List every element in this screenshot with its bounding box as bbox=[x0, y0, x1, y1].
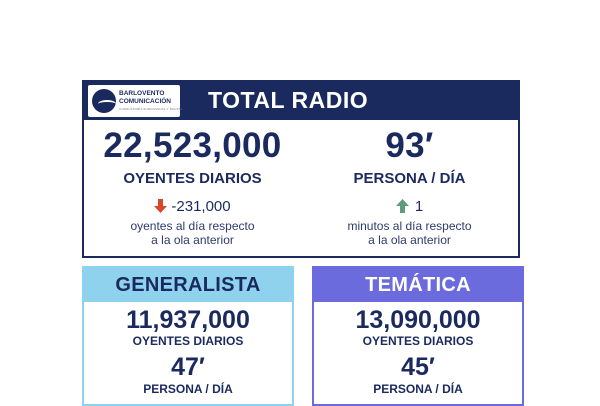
total-listeners-delta-note-1: oyentes al día respecto bbox=[130, 219, 255, 233]
generalista-listeners-value: 11,937,000 bbox=[126, 306, 250, 334]
total-minutes-column: 93′ PERSONA / DÍA 1 minutos al día respe… bbox=[301, 126, 518, 247]
generalista-minutes-value: 47′ bbox=[171, 353, 205, 381]
total-minutes-delta-note-1: minutos al día respecto bbox=[347, 219, 472, 233]
total-radio-header: BARLOVENTO COMUNICACIÓN CONSULTORÍA AUDI… bbox=[84, 82, 518, 120]
total-listeners-label: OYENTES DIARIOS bbox=[123, 170, 262, 187]
total-radio-card: BARLOVENTO COMUNICACIÓN CONSULTORÍA AUDI… bbox=[82, 80, 520, 258]
total-minutes-delta-row: 1 bbox=[301, 198, 518, 216]
generalista-body: 11,937,000 OYENTES DIARIOS 47′ PERSONA /… bbox=[84, 306, 292, 396]
logo-line-1: BARLOVENTO bbox=[119, 90, 165, 97]
arrow-down-icon bbox=[154, 199, 168, 213]
total-minutes-label: PERSONA / DÍA bbox=[353, 170, 466, 187]
generalista-card: GENERALISTA 11,937,000 OYENTES DIARIOS 4… bbox=[82, 266, 294, 406]
total-minutes-value: 93′ bbox=[385, 126, 434, 165]
total-listeners-value: 22,523,000 bbox=[103, 126, 282, 165]
tematica-minutes-value: 45′ bbox=[401, 353, 435, 381]
total-listeners-delta-note-2: a la ola anterior bbox=[151, 233, 234, 247]
barlovento-logo-icon bbox=[92, 89, 116, 113]
tematica-card: TEMÁTICA 13,090,000 OYENTES DIARIOS 45′ … bbox=[312, 266, 524, 406]
tematica-listeners-label: OYENTES DIARIOS bbox=[362, 334, 474, 348]
generalista-listeners-label: OYENTES DIARIOS bbox=[132, 334, 244, 348]
generalista-title: GENERALISTA bbox=[115, 274, 261, 296]
total-radio-title: TOTAL RADIO bbox=[208, 87, 369, 113]
logo-line-2: COMUNICACIÓN bbox=[119, 97, 171, 105]
tematica-minutes-label: PERSONA / DÍA bbox=[373, 382, 463, 396]
tematica-title: TEMÁTICA bbox=[365, 274, 471, 296]
total-minutes-delta: 1 bbox=[414, 198, 424, 215]
brand-logo: BARLOVENTO COMUNICACIÓN CONSULTORÍA AUDI… bbox=[88, 85, 183, 117]
tematica-header: TEMÁTICA bbox=[314, 268, 522, 302]
generalista-header: GENERALISTA bbox=[84, 268, 292, 302]
total-listeners-column: 22,523,000 OYENTES DIARIOS -231,000 oyen… bbox=[84, 126, 301, 247]
total-listeners-delta-row: -231,000 bbox=[84, 198, 301, 216]
logo-tagline: CONSULTORÍA AUDIOVISUAL Y DIGITAL bbox=[119, 107, 183, 111]
arrow-up-icon bbox=[395, 199, 409, 213]
tematica-listeners-value: 13,090,000 bbox=[355, 306, 481, 334]
generalista-minutes-label: PERSONA / DÍA bbox=[143, 382, 233, 396]
tematica-body: 13,090,000 OYENTES DIARIOS 45′ PERSONA /… bbox=[314, 306, 522, 396]
logo-text: BARLOVENTO COMUNICACIÓN bbox=[119, 90, 171, 105]
total-minutes-delta-note-2: a la ola anterior bbox=[368, 233, 451, 247]
total-listeners-delta: -231,000 bbox=[171, 198, 231, 215]
